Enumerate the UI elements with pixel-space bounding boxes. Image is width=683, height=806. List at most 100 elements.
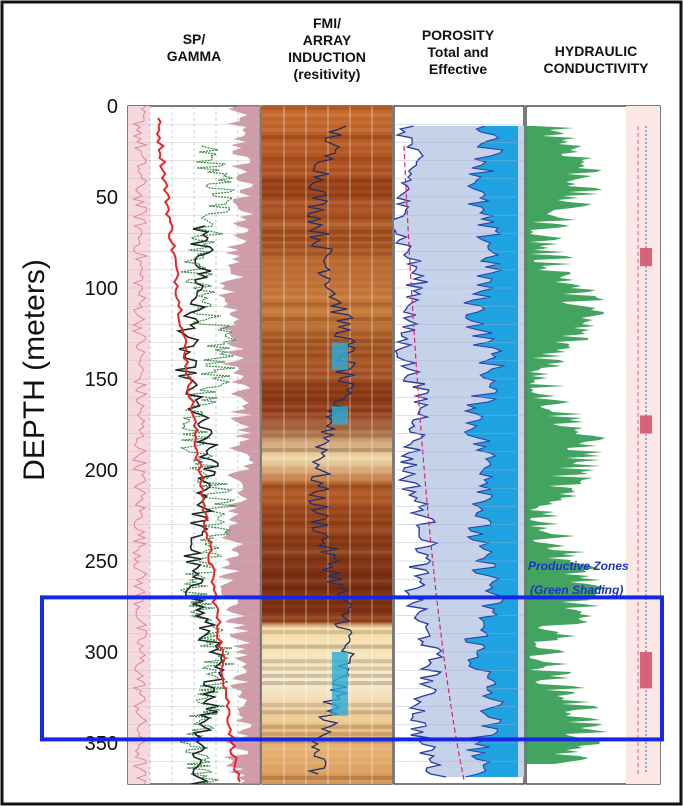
fmi-band bbox=[262, 710, 392, 715]
fmi-band bbox=[262, 746, 392, 751]
fmi-band bbox=[262, 528, 392, 533]
fmi-band bbox=[262, 389, 392, 394]
fmi-band bbox=[262, 164, 392, 169]
fmi-band bbox=[262, 106, 392, 110]
depth-tick-300: 300 bbox=[85, 642, 118, 664]
effective-porosity-fill bbox=[463, 126, 518, 777]
fmi-band bbox=[262, 404, 392, 409]
fmi-band bbox=[262, 149, 392, 154]
fmi-band bbox=[262, 644, 392, 649]
header-fmi-line2: ARRAY bbox=[303, 32, 352, 48]
fmi-band bbox=[262, 411, 392, 416]
sp-red-curve bbox=[155, 117, 241, 783]
fmi-band bbox=[262, 491, 392, 496]
fmi-band bbox=[262, 455, 392, 460]
fmi-band bbox=[262, 433, 392, 438]
header-sp-line1: SP/ bbox=[183, 31, 206, 47]
depth-tick-350: 350 bbox=[85, 733, 118, 755]
fmi-band bbox=[262, 397, 392, 402]
fmi-band bbox=[262, 542, 392, 547]
highlight-box bbox=[40, 595, 664, 742]
hydraulic-red-zone bbox=[640, 247, 652, 267]
fmi-band bbox=[262, 186, 392, 191]
sp-background-band bbox=[128, 106, 150, 784]
fmi-band bbox=[262, 673, 392, 678]
fmi-band bbox=[262, 571, 392, 576]
depth-tick-50: 50 bbox=[96, 187, 118, 209]
fmi-band bbox=[262, 317, 392, 322]
fmi-band bbox=[262, 768, 392, 773]
fmi-band bbox=[262, 557, 392, 562]
fmi-band bbox=[262, 120, 392, 125]
fmi-band bbox=[262, 142, 392, 147]
fmi-band bbox=[262, 113, 392, 118]
fmi-band bbox=[262, 258, 392, 263]
fmi-band bbox=[262, 622, 392, 627]
fmi-band bbox=[262, 462, 392, 467]
header-hydraulic-line1: HYDRAULIC bbox=[555, 43, 637, 59]
hydraulic-track bbox=[526, 106, 660, 784]
fmi-band bbox=[262, 520, 392, 525]
fmi-band bbox=[262, 652, 392, 656]
fmi-band bbox=[262, 244, 392, 249]
conductivity-fill bbox=[526, 126, 609, 764]
fmi-band bbox=[262, 695, 392, 700]
header-porosity-line2: Total and bbox=[427, 44, 488, 60]
fmi-band bbox=[262, 702, 392, 707]
log-tracks bbox=[127, 105, 661, 785]
depth-tick-0: 0 bbox=[107, 96, 118, 118]
fmi-band bbox=[262, 375, 392, 380]
fmi-band bbox=[262, 666, 392, 671]
fmi-band bbox=[262, 608, 392, 613]
fmi-band bbox=[262, 586, 392, 591]
sp-gamma-track bbox=[128, 106, 260, 784]
porosity-trend-curve bbox=[403, 145, 465, 781]
depth-tick-labels: 0 50 100 150 200 250 300 350 bbox=[85, 96, 118, 755]
fmi-band bbox=[262, 229, 392, 234]
header-hydraulic-line2: CONDUCTIVITY bbox=[544, 60, 650, 76]
fmi-band bbox=[262, 237, 392, 242]
fmi-band bbox=[262, 601, 392, 606]
fmi-band bbox=[262, 382, 392, 387]
fmi-band bbox=[262, 353, 392, 358]
fmi-track bbox=[262, 106, 392, 784]
fmi-cyan-zone bbox=[332, 652, 348, 716]
fmi-band bbox=[262, 630, 392, 635]
annotation-line2: (Green Shading) bbox=[530, 583, 623, 597]
fmi-band bbox=[262, 681, 392, 686]
gamma-dark-curve bbox=[175, 225, 226, 784]
header-fmi-line1: FMI/ bbox=[313, 15, 341, 31]
fmi-band bbox=[262, 338, 392, 343]
sp-pink-curve bbox=[131, 106, 149, 784]
fmi-band bbox=[262, 156, 392, 161]
fmi-band bbox=[262, 288, 392, 292]
fmi-band bbox=[262, 637, 392, 642]
fmi-band bbox=[262, 688, 392, 693]
fmi-band bbox=[262, 761, 392, 766]
fmi-band bbox=[262, 470, 392, 474]
gamma-pink-fill bbox=[217, 106, 260, 784]
productive-zones-annotation: Productive Zones (Green Shading) bbox=[528, 559, 629, 597]
fmi-band bbox=[262, 215, 392, 220]
fmi-band bbox=[262, 324, 392, 329]
fmi-band bbox=[262, 207, 392, 212]
fmi-band bbox=[262, 302, 392, 307]
fmi-band bbox=[262, 295, 392, 300]
y-axis-label: DEPTH (meters) bbox=[18, 259, 51, 481]
fmi-band bbox=[262, 564, 392, 569]
hydraulic-red-zone bbox=[640, 415, 652, 434]
fmi-band bbox=[262, 499, 392, 504]
depth-tick-250: 250 bbox=[85, 551, 118, 573]
fmi-band bbox=[262, 615, 392, 620]
fmi-band bbox=[262, 477, 392, 482]
fmi-band bbox=[262, 484, 392, 489]
fmi-cyan-zone bbox=[332, 406, 348, 425]
depth-tick-150: 150 bbox=[85, 369, 118, 391]
header-porosity-line1: POROSITY bbox=[422, 27, 495, 43]
fmi-band bbox=[262, 309, 392, 314]
fmi-band bbox=[262, 419, 392, 424]
fmi-band bbox=[262, 717, 392, 722]
header-fmi-line4: (resitivity) bbox=[294, 66, 361, 82]
